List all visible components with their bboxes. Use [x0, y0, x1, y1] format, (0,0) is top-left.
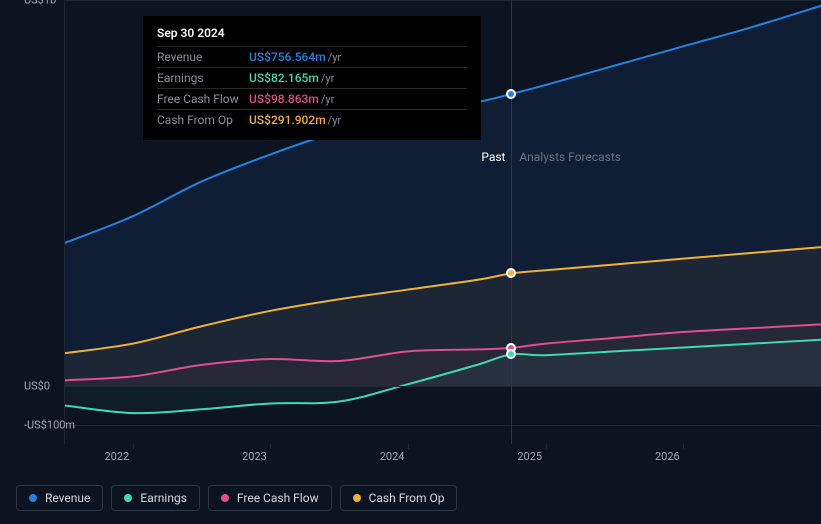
- y-gridline: [64, 425, 821, 426]
- tooltip-row: RevenueUS$756.564m /yr: [157, 46, 467, 67]
- tooltip-row-unit: /yr: [321, 72, 334, 85]
- tooltip-row-value: US$291.902m: [249, 113, 326, 127]
- x-tick: [133, 444, 134, 449]
- legend-item-free_cash_flow[interactable]: Free Cash Flow: [208, 485, 332, 511]
- plot-left-border: [64, 0, 65, 444]
- x-axis-label: 2023: [242, 450, 267, 463]
- y-axis-label: -US$100m: [24, 418, 75, 431]
- legend-item-label: Cash From Op: [369, 491, 445, 505]
- tooltip-row: Cash From OpUS$291.902m /yr: [157, 109, 467, 130]
- tooltip-row-value: US$82.165m: [249, 71, 319, 85]
- tooltip-row-label: Cash From Op: [157, 113, 249, 127]
- past-forecast-divider: [511, 0, 512, 444]
- legend-dot-icon: [221, 494, 229, 502]
- tooltip-rows: RevenueUS$756.564m /yrEarningsUS$82.165m…: [157, 46, 467, 130]
- legend-dot-icon: [353, 494, 361, 502]
- tooltip-row: EarningsUS$82.165m /yr: [157, 67, 467, 88]
- legend-item-earnings[interactable]: Earnings: [111, 485, 200, 511]
- y-axis-label: US$0: [24, 380, 50, 393]
- x-axis: 2022 2023 2024 2025 2026: [48, 450, 805, 470]
- x-tick: [408, 444, 409, 449]
- tooltip-row-unit: /yr: [328, 114, 341, 127]
- tooltip-row-label: Revenue: [157, 50, 249, 64]
- x-tick: [270, 444, 271, 449]
- tooltip-row-label: Free Cash Flow: [157, 92, 249, 106]
- tooltip-row: Free Cash FlowUS$98.863m /yr: [157, 88, 467, 109]
- section-label-forecast: Analysts Forecasts: [519, 150, 621, 164]
- tooltip-row-unit: /yr: [321, 93, 334, 106]
- legend-dot-icon: [124, 494, 132, 502]
- tooltip-row-value: US$756.564m: [249, 50, 326, 64]
- y-axis-label: US$1b: [24, 0, 56, 7]
- x-axis-label: 2022: [104, 450, 129, 463]
- tooltip-row-value: US$98.863m: [249, 92, 319, 106]
- chart-tooltip: Sep 30 2024 RevenueUS$756.564m /yrEarnin…: [143, 16, 481, 140]
- x-tick: [683, 444, 684, 449]
- marker-dot-revenue: [506, 89, 516, 99]
- y-gridline: [64, 386, 821, 387]
- chart-legend: Revenue Earnings Free Cash Flow Cash From O…: [16, 485, 457, 511]
- x-axis-label: 2026: [655, 450, 680, 463]
- x-axis-label: 2024: [380, 450, 405, 463]
- tooltip-date: Sep 30 2024: [157, 26, 467, 40]
- legend-item-label: Revenue: [45, 491, 90, 505]
- marker-dot-cash_from_op: [506, 268, 516, 278]
- x-axis-label: 2025: [517, 450, 542, 463]
- legend-item-revenue[interactable]: Revenue: [16, 485, 103, 511]
- tooltip-row-label: Earnings: [157, 71, 249, 85]
- section-label-past: Past: [481, 150, 505, 164]
- marker-dot-earnings: [506, 349, 516, 359]
- legend-item-cash_from_op[interactable]: Cash From Op: [340, 485, 458, 511]
- x-tick: [546, 444, 547, 449]
- tooltip-row-unit: /yr: [328, 51, 341, 64]
- y-gridline: [64, 0, 821, 1]
- legend-item-label: Free Cash Flow: [237, 491, 319, 505]
- legend-item-label: Earnings: [140, 491, 187, 505]
- legend-dot-icon: [29, 494, 37, 502]
